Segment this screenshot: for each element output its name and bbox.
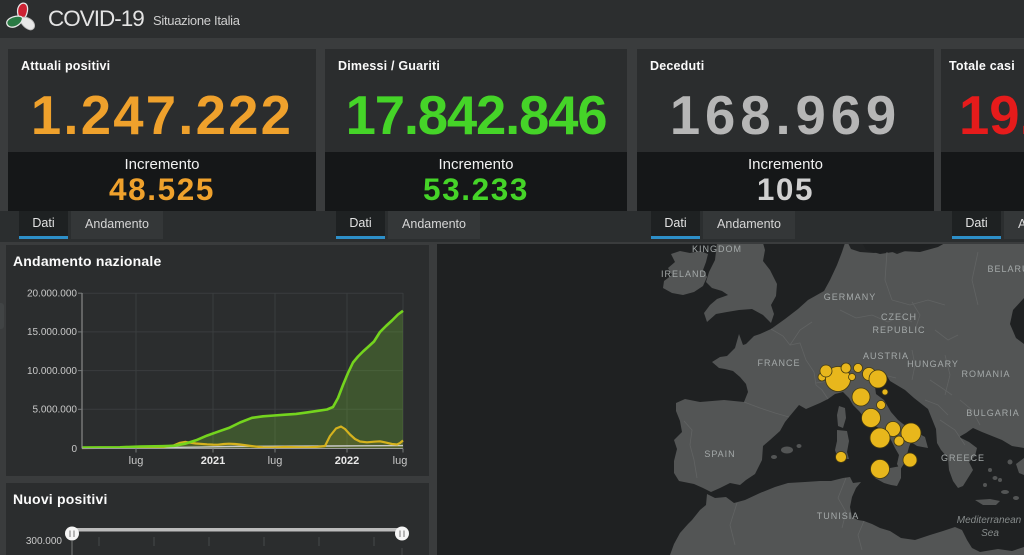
svg-text:KINGDOM: KINGDOM [692, 244, 742, 254]
svg-text:10.000.000: 10.000.000 [27, 366, 77, 377]
svg-text:Mediterranean: Mediterranean [957, 515, 1022, 526]
svg-text:2021: 2021 [201, 455, 225, 467]
svg-text:15.000.000: 15.000.000 [27, 327, 77, 338]
svg-text:lug: lug [268, 455, 283, 467]
svg-text:REPUBLIC: REPUBLIC [872, 325, 925, 335]
svg-text:BULGARIA: BULGARIA [966, 408, 1020, 418]
svg-text:300.000: 300.000 [26, 536, 63, 547]
svg-text:TUNISIA: TUNISIA [817, 511, 860, 521]
svg-text:20.000.000: 20.000.000 [27, 289, 77, 300]
svg-text:AUSTRIA: AUSTRIA [863, 351, 909, 361]
svg-text:5.000.000: 5.000.000 [33, 405, 78, 416]
svg-text:HUNGARY: HUNGARY [907, 359, 959, 369]
svg-text:lug: lug [393, 455, 408, 467]
svg-text:GERMANY: GERMANY [824, 292, 877, 302]
svg-text:GREECE: GREECE [941, 453, 985, 463]
svg-text:ROMANIA: ROMANIA [961, 369, 1010, 379]
svg-text:BELARUS: BELARUS [987, 264, 1024, 274]
svg-text:0: 0 [71, 444, 77, 455]
svg-text:FRANCE: FRANCE [757, 358, 800, 368]
svg-text:Sea: Sea [981, 528, 999, 539]
svg-text:2022: 2022 [335, 455, 359, 467]
svg-text:SPAIN: SPAIN [704, 449, 735, 459]
svg-text:CZECH: CZECH [881, 312, 917, 322]
svg-text:lug: lug [129, 455, 144, 467]
svg-text:IRELAND: IRELAND [661, 269, 707, 279]
